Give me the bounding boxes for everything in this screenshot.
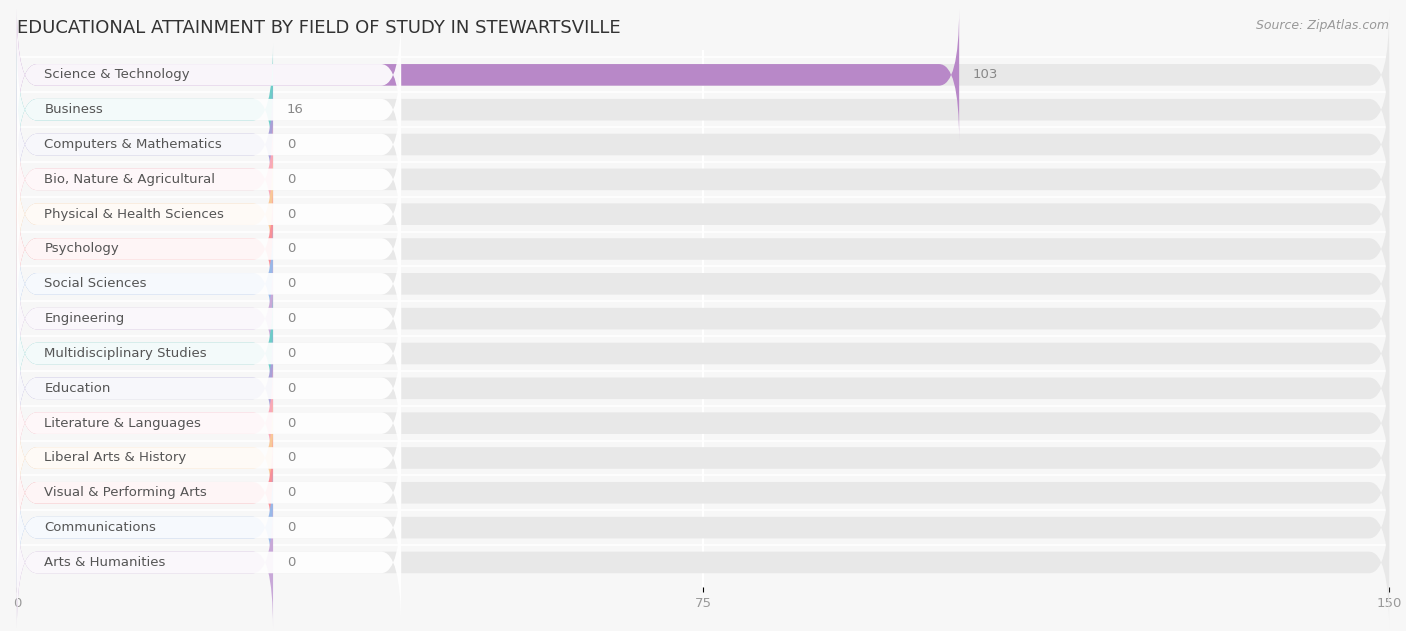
FancyBboxPatch shape	[17, 148, 401, 280]
FancyBboxPatch shape	[17, 44, 1389, 175]
Text: Source: ZipAtlas.com: Source: ZipAtlas.com	[1256, 19, 1389, 32]
FancyBboxPatch shape	[17, 497, 1389, 628]
FancyBboxPatch shape	[17, 322, 401, 454]
FancyBboxPatch shape	[17, 44, 273, 175]
Text: 0: 0	[287, 242, 295, 256]
Text: Psychology: Psychology	[45, 242, 120, 256]
Text: 0: 0	[287, 451, 295, 464]
Text: Physical & Health Sciences: Physical & Health Sciences	[45, 208, 224, 221]
Text: 0: 0	[287, 208, 295, 221]
FancyBboxPatch shape	[17, 9, 959, 141]
Text: 0: 0	[287, 416, 295, 430]
FancyBboxPatch shape	[17, 462, 273, 593]
FancyBboxPatch shape	[17, 218, 273, 350]
FancyBboxPatch shape	[17, 114, 1389, 245]
FancyBboxPatch shape	[17, 497, 273, 628]
FancyBboxPatch shape	[17, 427, 273, 558]
Text: 0: 0	[287, 173, 295, 186]
FancyBboxPatch shape	[17, 322, 1389, 454]
Text: Communications: Communications	[45, 521, 156, 534]
FancyBboxPatch shape	[17, 288, 1389, 420]
Text: EDUCATIONAL ATTAINMENT BY FIELD OF STUDY IN STEWARTSVILLE: EDUCATIONAL ATTAINMENT BY FIELD OF STUDY…	[17, 19, 620, 37]
FancyBboxPatch shape	[17, 288, 401, 420]
Text: Arts & Humanities: Arts & Humanities	[45, 556, 166, 569]
FancyBboxPatch shape	[17, 218, 1389, 350]
FancyBboxPatch shape	[17, 148, 1389, 280]
Text: Computers & Mathematics: Computers & Mathematics	[45, 138, 222, 151]
Text: Business: Business	[45, 103, 103, 116]
FancyBboxPatch shape	[17, 253, 401, 384]
FancyBboxPatch shape	[17, 183, 273, 315]
FancyBboxPatch shape	[17, 497, 401, 628]
Text: 0: 0	[287, 138, 295, 151]
Text: 0: 0	[287, 382, 295, 395]
FancyBboxPatch shape	[17, 462, 1389, 593]
Text: Bio, Nature & Agricultural: Bio, Nature & Agricultural	[45, 173, 215, 186]
FancyBboxPatch shape	[17, 288, 273, 420]
FancyBboxPatch shape	[17, 357, 1389, 489]
Text: 0: 0	[287, 521, 295, 534]
Text: 0: 0	[287, 556, 295, 569]
FancyBboxPatch shape	[17, 79, 273, 210]
FancyBboxPatch shape	[17, 253, 273, 384]
Text: Liberal Arts & History: Liberal Arts & History	[45, 451, 187, 464]
Text: 0: 0	[287, 312, 295, 325]
Text: Education: Education	[45, 382, 111, 395]
Text: Multidisciplinary Studies: Multidisciplinary Studies	[45, 347, 207, 360]
FancyBboxPatch shape	[17, 218, 401, 350]
Text: Social Sciences: Social Sciences	[45, 278, 146, 290]
FancyBboxPatch shape	[17, 427, 401, 558]
FancyBboxPatch shape	[17, 79, 1389, 210]
FancyBboxPatch shape	[17, 114, 273, 245]
FancyBboxPatch shape	[17, 462, 401, 593]
Text: Visual & Performing Arts: Visual & Performing Arts	[45, 487, 207, 499]
FancyBboxPatch shape	[17, 183, 1389, 315]
Text: Engineering: Engineering	[45, 312, 125, 325]
FancyBboxPatch shape	[17, 392, 273, 524]
FancyBboxPatch shape	[17, 148, 273, 280]
FancyBboxPatch shape	[17, 357, 401, 489]
FancyBboxPatch shape	[17, 9, 1389, 141]
FancyBboxPatch shape	[17, 357, 273, 489]
FancyBboxPatch shape	[17, 392, 1389, 524]
Text: Science & Technology: Science & Technology	[45, 68, 190, 81]
FancyBboxPatch shape	[17, 79, 401, 210]
FancyBboxPatch shape	[17, 427, 1389, 558]
FancyBboxPatch shape	[17, 253, 1389, 384]
Text: 0: 0	[287, 487, 295, 499]
Text: 103: 103	[973, 68, 998, 81]
FancyBboxPatch shape	[17, 44, 401, 175]
Text: 0: 0	[287, 278, 295, 290]
FancyBboxPatch shape	[17, 114, 401, 245]
FancyBboxPatch shape	[17, 9, 401, 141]
Text: 0: 0	[287, 347, 295, 360]
FancyBboxPatch shape	[17, 183, 401, 315]
Text: 16: 16	[287, 103, 304, 116]
FancyBboxPatch shape	[17, 322, 273, 454]
Text: Literature & Languages: Literature & Languages	[45, 416, 201, 430]
FancyBboxPatch shape	[17, 392, 401, 524]
